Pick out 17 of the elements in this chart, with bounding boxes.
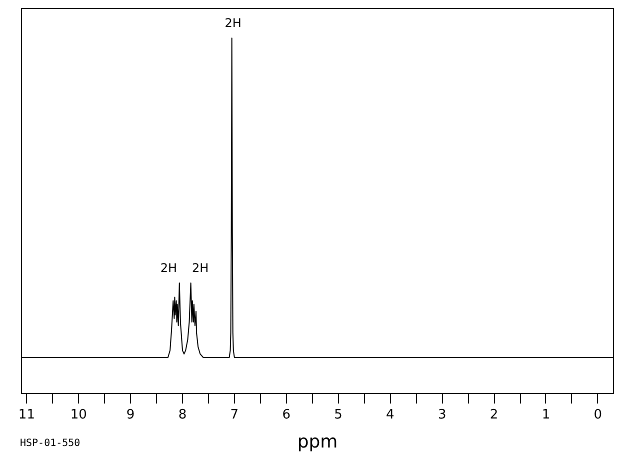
annotation: 2H [160, 261, 178, 275]
text: HSP-01-550 [20, 438, 80, 449]
x-tick-label: 1 [542, 408, 550, 422]
x-tick-label: 2 [490, 408, 498, 422]
annotation: 2H [224, 16, 242, 30]
x-tick-label: 3 [438, 408, 446, 422]
x-tick-label: 4 [386, 408, 394, 422]
x-tick-label: 8 [178, 408, 187, 422]
x-axis-title: ppm [297, 432, 338, 452]
x-tick-label: 10 [70, 408, 87, 422]
x-tick-label: 0 [594, 408, 602, 422]
x-tick-label: 7 [230, 408, 239, 422]
annotation: 2H [192, 261, 209, 275]
x-tick-label: 11 [18, 408, 35, 422]
x-tick-label: 6 [282, 408, 290, 422]
x-tick-label: 9 [126, 408, 135, 422]
x-tick-label: 5 [334, 408, 342, 422]
